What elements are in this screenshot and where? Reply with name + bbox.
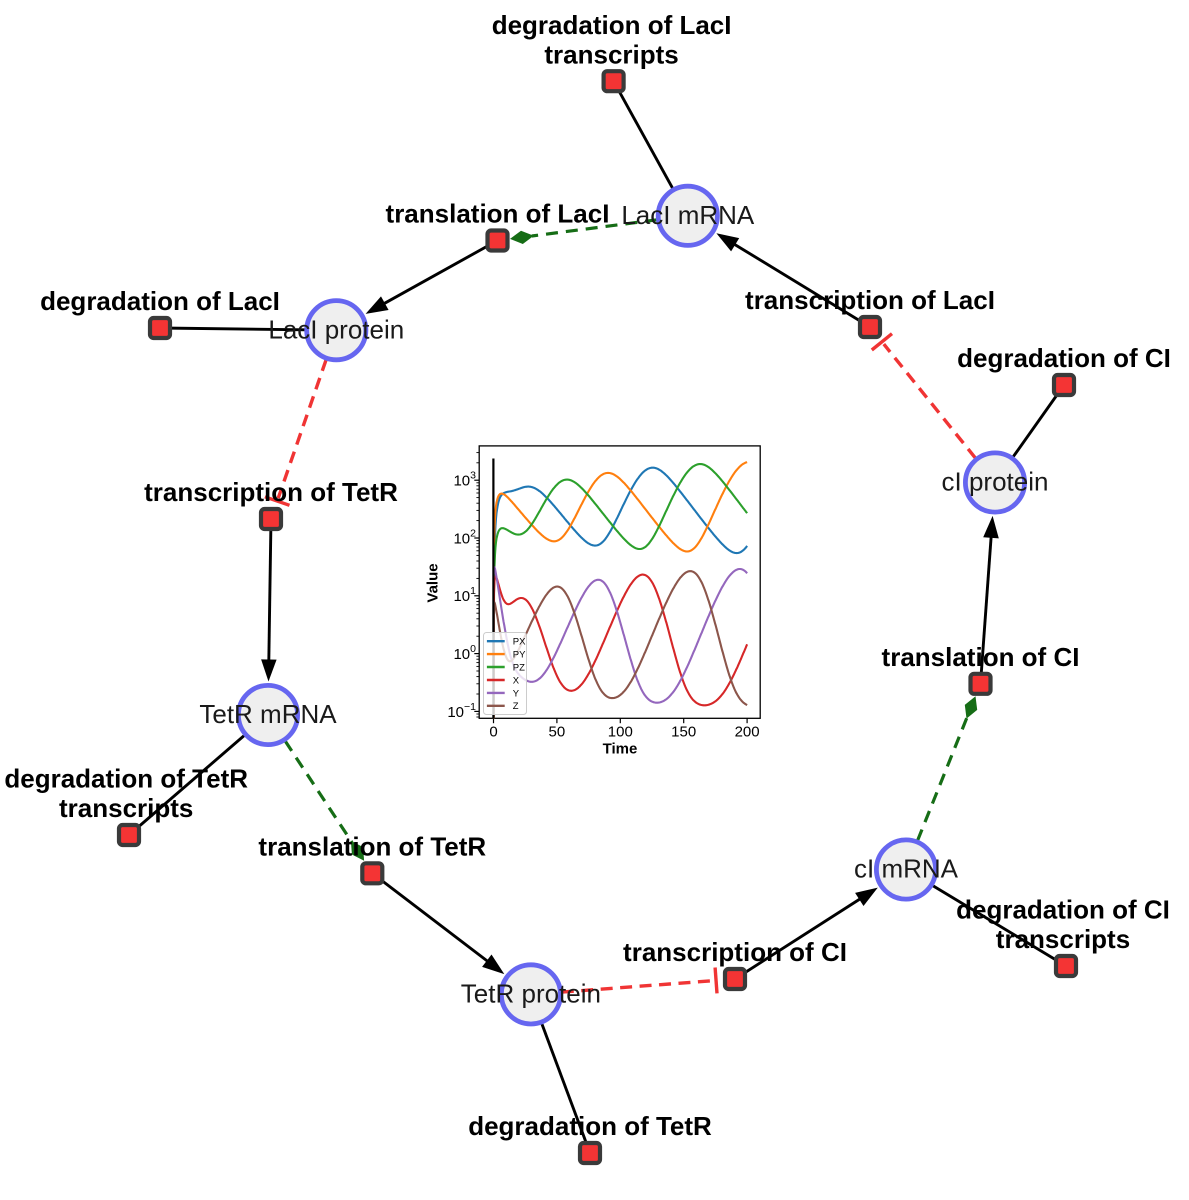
svg-text:transcription of TetR: transcription of TetR [144,477,398,507]
svg-text:LacI mRNA: LacI mRNA [621,200,755,230]
svg-text:degradation of LacI: degradation of LacI [40,286,280,316]
svg-text:Time: Time [603,741,638,758]
svg-text:degradation of TetR: degradation of TetR [4,764,248,794]
svg-text:150: 150 [671,724,696,741]
svg-text:X: X [513,675,520,686]
svg-text:transcripts: transcripts [996,924,1130,954]
svg-text:PX: PX [513,637,526,648]
svg-text:100: 100 [608,724,633,741]
svg-text:50: 50 [549,724,566,741]
svg-text:transcription of LacI: transcription of LacI [745,285,995,315]
svg-text:Value: Value [425,563,442,602]
svg-text:transcripts: transcripts [544,39,678,69]
svg-text:translation of LacI: translation of LacI [386,199,610,229]
svg-text:cI mRNA: cI mRNA [854,854,959,884]
svg-text:Z: Z [513,701,519,712]
svg-text:PZ: PZ [513,662,525,673]
svg-text:degradation of LacI: degradation of LacI [492,10,732,40]
svg-text:TetR protein: TetR protein [461,979,601,1009]
svg-text:degradation of CI: degradation of CI [956,895,1170,925]
svg-text:transcripts: transcripts [59,793,193,823]
svg-text:translation of CI: translation of CI [882,642,1080,672]
svg-text:transcription of CI: transcription of CI [623,937,847,967]
svg-text:PY: PY [513,650,526,661]
svg-text:LacI protein: LacI protein [268,314,404,344]
svg-text:TetR mRNA: TetR mRNA [199,699,337,729]
svg-text:0: 0 [489,724,497,741]
svg-text:200: 200 [735,724,760,741]
svg-text:degradation of CI: degradation of CI [957,343,1171,373]
svg-text:degradation of TetR: degradation of TetR [468,1111,712,1141]
svg-text:translation of TetR: translation of TetR [258,832,486,862]
svg-text:cI protein: cI protein [942,467,1049,497]
svg-text:Y: Y [513,688,520,699]
